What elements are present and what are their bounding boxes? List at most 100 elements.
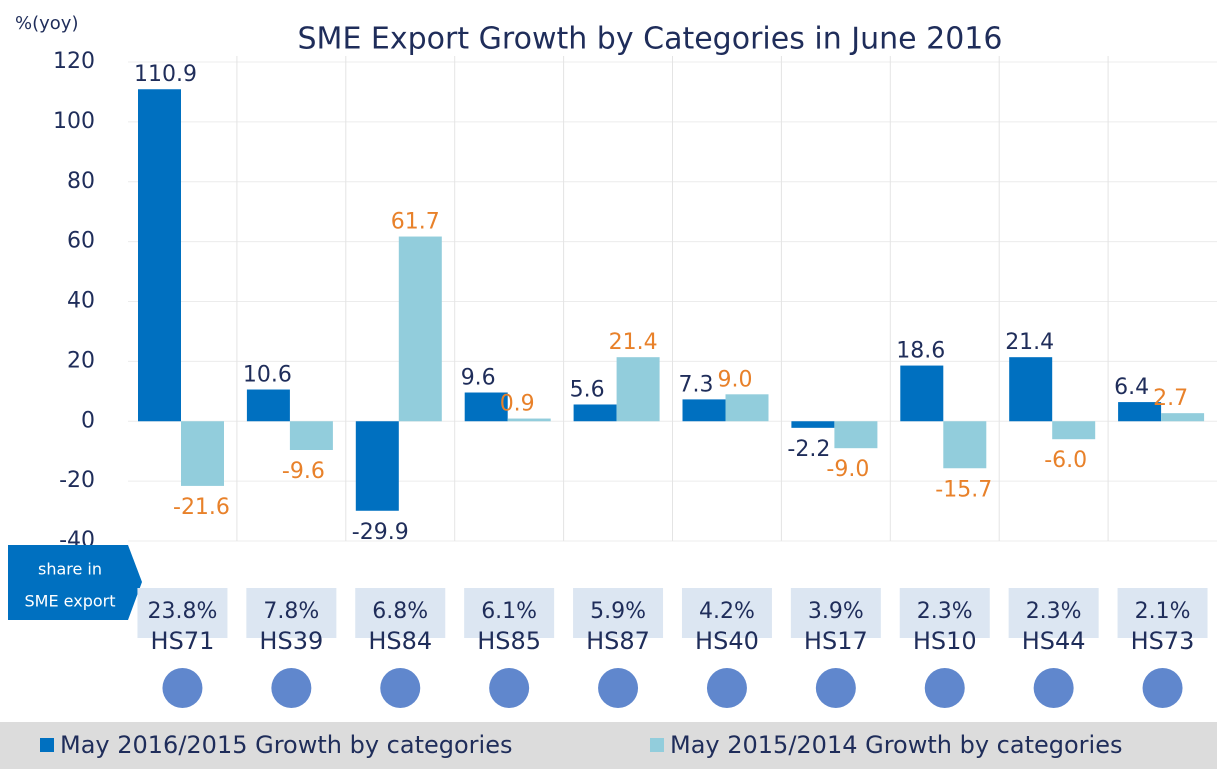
category-icon: [489, 668, 530, 708]
share-box: [573, 588, 664, 638]
data-label: 5.6: [570, 377, 605, 402]
bar: [507, 418, 551, 422]
bar: [682, 399, 726, 422]
x-tick-label: HS17: [804, 627, 868, 655]
share-box: [1008, 588, 1099, 638]
bar: [791, 421, 835, 428]
legend-label: May 2016/2015 Growth by categories: [60, 731, 512, 759]
share-box: [790, 588, 881, 638]
share-box: [464, 588, 555, 638]
data-label: 6.4: [1114, 375, 1149, 400]
data-label: 21.4: [1005, 330, 1054, 355]
share-label: SME export: [25, 592, 116, 611]
data-label: 0.9: [500, 392, 535, 417]
category-icon: [271, 668, 312, 708]
data-label: 21.4: [609, 330, 658, 355]
bar: [943, 421, 987, 469]
share-value: 6.1%: [481, 599, 537, 624]
y-tick-label: 120: [53, 49, 95, 74]
legend-band: [0, 722, 1217, 769]
bar: [181, 421, 224, 486]
data-label: -9.6: [282, 459, 325, 484]
x-tick-label: HS73: [1131, 627, 1195, 655]
bar: [1052, 421, 1096, 440]
data-label: 18.6: [896, 339, 945, 364]
share-value: 2.3%: [917, 599, 973, 624]
category-icon: [1142, 668, 1183, 708]
share-value: 4.2%: [699, 599, 755, 624]
data-label: -21.6: [173, 495, 230, 520]
x-tick-label: HS10: [913, 627, 977, 655]
data-label: 9.6: [461, 366, 496, 391]
share-value: 7.8%: [263, 599, 319, 624]
y-axis-label: %(yoy): [15, 13, 78, 34]
y-tick-label: 40: [67, 289, 95, 314]
y-tick-label: 0: [81, 408, 95, 433]
legend-swatch: [40, 738, 54, 752]
bar: [900, 365, 944, 422]
bar: [246, 389, 290, 422]
share-box: [899, 588, 990, 638]
bar: [834, 421, 878, 449]
data-label: -6.0: [1044, 448, 1087, 473]
category-icon: [380, 668, 421, 708]
share-value: 6.8%: [372, 599, 428, 624]
category-icon: [598, 668, 639, 708]
category-icon: [706, 668, 747, 708]
y-tick-label: -20: [59, 468, 95, 493]
bar: [573, 404, 617, 422]
legend-label: May 2015/2014 Growth by categories: [670, 731, 1122, 759]
x-tick-label: HS71: [151, 627, 215, 655]
data-label: -15.7: [935, 477, 992, 502]
x-tick-label: HS39: [259, 627, 323, 655]
bar: [616, 357, 660, 422]
share-label: share in: [38, 560, 102, 579]
data-label: -2.2: [787, 437, 830, 462]
data-label: 61.7: [391, 210, 440, 235]
data-label: 7.3: [679, 372, 714, 397]
share-box: [1117, 588, 1208, 638]
bar: [1009, 357, 1053, 422]
x-tick-label: HS44: [1022, 627, 1086, 655]
share-arrow: [8, 545, 142, 620]
share-box: [355, 588, 446, 638]
share-value: 2.3%: [1026, 599, 1082, 624]
y-tick-label: 80: [67, 169, 95, 194]
share-value: 3.9%: [808, 599, 864, 624]
legend-swatch: [650, 738, 664, 752]
share-box: [137, 588, 228, 638]
y-tick-label: 20: [67, 348, 95, 373]
data-label: -29.9: [352, 520, 409, 545]
share-box: [246, 588, 337, 638]
share-value: 5.9%: [590, 599, 646, 624]
y-tick-label: 100: [53, 109, 95, 134]
data-label: -9.0: [826, 457, 869, 482]
x-tick-label: HS85: [477, 627, 541, 655]
category-icon: [1033, 668, 1074, 708]
share-value: 23.8%: [148, 599, 218, 624]
bar: [355, 421, 399, 511]
category-icon: [815, 668, 856, 708]
bar: [725, 394, 769, 422]
bar: [398, 236, 442, 422]
share-value: 2.1%: [1135, 599, 1191, 624]
bar: [1118, 402, 1162, 422]
bar: [464, 392, 508, 422]
data-label: 110.9: [134, 62, 197, 87]
data-label: 9.0: [718, 367, 753, 392]
category-icon: [162, 668, 203, 708]
x-tick-label: HS87: [586, 627, 650, 655]
category-icon: [924, 668, 965, 708]
share-box: [681, 588, 772, 638]
chart-title: SME Export Growth by Categories in June …: [298, 22, 1003, 57]
bar: [138, 89, 181, 422]
x-tick-label: HS84: [368, 627, 432, 655]
bar: [289, 421, 333, 450]
y-tick-label: 60: [67, 229, 95, 254]
data-label: 10.6: [243, 363, 292, 388]
x-tick-label: HS40: [695, 627, 759, 655]
data-label: 2.7: [1153, 386, 1188, 411]
bar: [1161, 413, 1205, 422]
